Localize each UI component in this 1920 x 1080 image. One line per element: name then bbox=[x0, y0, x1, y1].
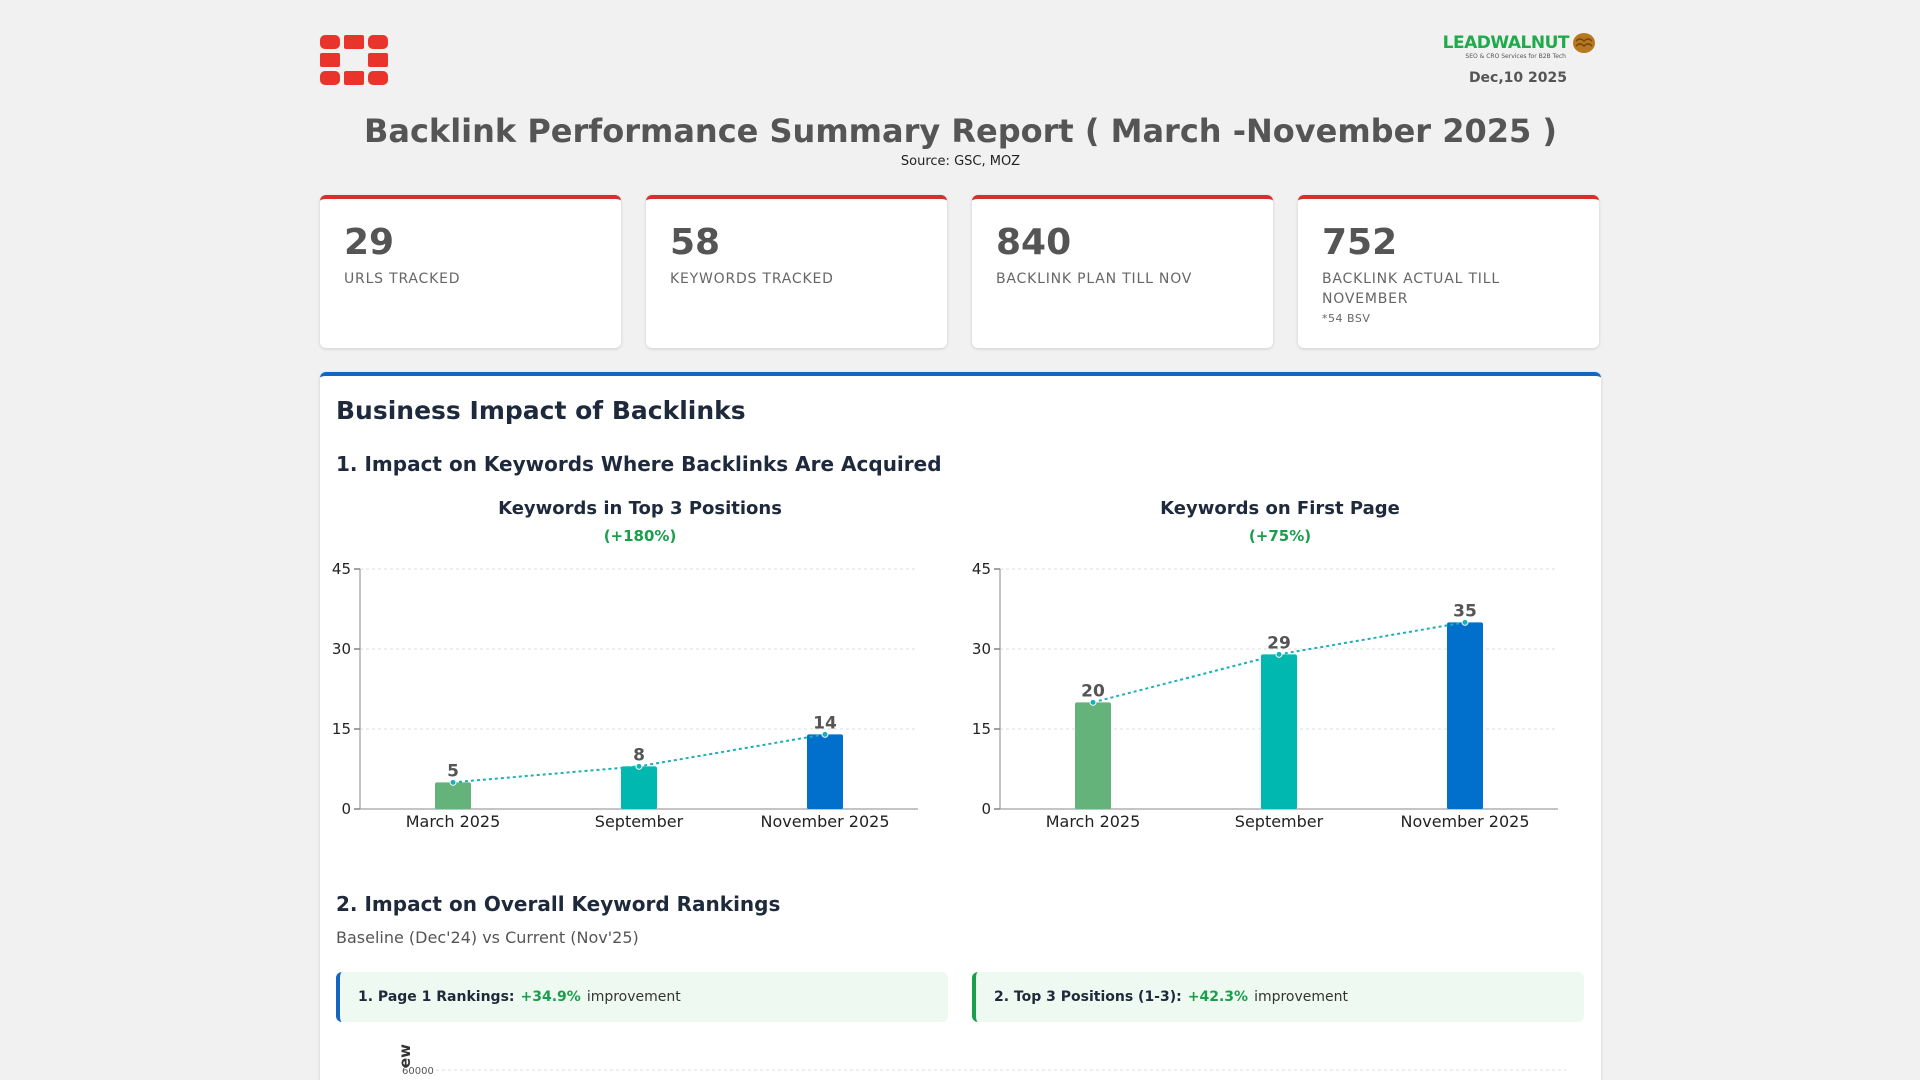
bar bbox=[435, 782, 471, 809]
chart-1-title: Keywords in Top 3 Positions bbox=[498, 498, 782, 519]
trend-point bbox=[635, 762, 643, 770]
walnut-icon bbox=[1573, 33, 1595, 53]
y-tick-label: 45 bbox=[972, 560, 991, 578]
stat-value: 840 bbox=[996, 222, 1072, 263]
data-label: 5 bbox=[447, 761, 459, 781]
x-tick-label: November 2025 bbox=[760, 812, 889, 831]
data-label: 35 bbox=[1453, 601, 1477, 621]
trend-point bbox=[1461, 618, 1469, 626]
data-label: 14 bbox=[813, 713, 837, 733]
improvement-page1: 1. Page 1 Rankings: +34.9% improvement bbox=[336, 972, 948, 1022]
brand-tagline: SEO & CRO Services for B2B Tech bbox=[1465, 53, 1566, 60]
brand-name: LEADWALNUT bbox=[1442, 33, 1570, 53]
stat-label: URLS TRACKED bbox=[344, 271, 461, 287]
source-note: Source: GSC, MOZ bbox=[900, 154, 1021, 169]
report-date: Dec,10 2025 bbox=[1468, 70, 1567, 86]
data-label: 8 bbox=[633, 745, 645, 765]
x-tick-label: September bbox=[595, 812, 684, 831]
trend-point bbox=[1275, 650, 1283, 658]
improvement-suffix: improvement bbox=[1254, 989, 1349, 1005]
business-impact-panel: Business Impact of Backlinks 1. Impact o… bbox=[320, 372, 1601, 1080]
stat-cards: 29 URLS TRACKED 58 KEYWORDS TRACKED 840 … bbox=[320, 195, 1601, 348]
y-tick-label: 30 bbox=[972, 640, 991, 658]
improvement-suffix: improvement bbox=[586, 989, 681, 1005]
stat-note: *54 BSV bbox=[1322, 312, 1371, 325]
x-tick-label: March 2025 bbox=[406, 812, 501, 831]
stat-card-urls: 29 URLS TRACKED bbox=[320, 195, 621, 348]
panel-title: Business Impact of Backlinks bbox=[336, 396, 746, 425]
bar bbox=[621, 766, 657, 809]
improvement-value: +42.3% bbox=[1187, 989, 1249, 1005]
data-label: 29 bbox=[1267, 633, 1291, 653]
company-logo-icon bbox=[320, 35, 388, 85]
stat-label: KEYWORDS TRACKED bbox=[670, 271, 834, 287]
y-tick-label: 15 bbox=[972, 720, 991, 738]
section-2-subtitle: Baseline (Dec'24) vs Current (Nov'25) bbox=[336, 928, 639, 947]
stat-label: BACKLINK ACTUAL TILL NOVEMBER bbox=[1322, 271, 1500, 307]
bar bbox=[1075, 702, 1111, 809]
chart-2-change: (+75%) bbox=[1248, 527, 1312, 545]
stat-value: 58 bbox=[670, 222, 721, 263]
chart-2-title: Keywords on First Page bbox=[1160, 498, 1400, 519]
stat-label: BACKLINK PLAN TILL NOV bbox=[996, 271, 1193, 287]
y-tick-label: 0 bbox=[981, 800, 991, 818]
chart-1-svg: 0 15 30 45 March 2025 September November 2025 5… bbox=[332, 560, 918, 831]
stat-value: 29 bbox=[344, 222, 395, 263]
trend-point bbox=[821, 730, 829, 738]
page-title: Backlink Performance Summary Report ( Ma… bbox=[363, 112, 1558, 150]
improvement-top3: 2. Top 3 Positions (1-3): +42.3% improve… bbox=[972, 972, 1584, 1022]
section-2-title: 2. Impact on Overall Keyword Rankings bbox=[336, 892, 781, 916]
x-tick-label: November 2025 bbox=[1400, 812, 1529, 831]
bar bbox=[1447, 622, 1483, 809]
y-tick-label: 30 bbox=[332, 640, 351, 658]
report-page: LEADWALNUT SEO & CRO Services for B2B Te… bbox=[320, 0, 1601, 1080]
chart-1-change: (+180%) bbox=[603, 527, 677, 545]
stat-card-backlink-actual: 752 BACKLINK ACTUAL TILL NOVEMBER *54 BS… bbox=[1298, 195, 1599, 348]
stat-card-keywords: 58 KEYWORDS TRACKED bbox=[646, 195, 947, 348]
improvement-label: 2. Top 3 Positions (1-3): bbox=[994, 989, 1182, 1005]
improvement-label: 1. Page 1 Rankings: bbox=[358, 989, 515, 1005]
y-tick-label: 0 bbox=[341, 800, 351, 818]
x-tick-label: March 2025 bbox=[1046, 812, 1141, 831]
partial-chart-axis: 60000 bbox=[402, 1066, 1566, 1077]
bar bbox=[807, 734, 843, 809]
data-label: 20 bbox=[1081, 681, 1105, 701]
y-tick-label: 15 bbox=[332, 720, 351, 738]
section-1-title: 1. Impact on Keywords Where Backlinks Ar… bbox=[336, 452, 942, 476]
trend-point bbox=[1089, 698, 1097, 706]
trend-point bbox=[449, 778, 457, 786]
improvement-value: +34.9% bbox=[520, 989, 581, 1005]
leadwalnut-logo: LEADWALNUT SEO & CRO Services for B2B Te… bbox=[1436, 32, 1596, 60]
chart-2-svg: 0 15 30 45 March 2025 September November 2025 2… bbox=[972, 560, 1558, 831]
partial-tick-label: 60000 bbox=[402, 1066, 434, 1077]
stat-value: 752 bbox=[1322, 222, 1398, 263]
bar bbox=[1261, 654, 1297, 809]
stat-card-backlink-plan: 840 BACKLINK PLAN TILL NOV bbox=[972, 195, 1273, 348]
y-tick-label: 45 bbox=[332, 560, 351, 578]
x-tick-label: September bbox=[1235, 812, 1324, 831]
